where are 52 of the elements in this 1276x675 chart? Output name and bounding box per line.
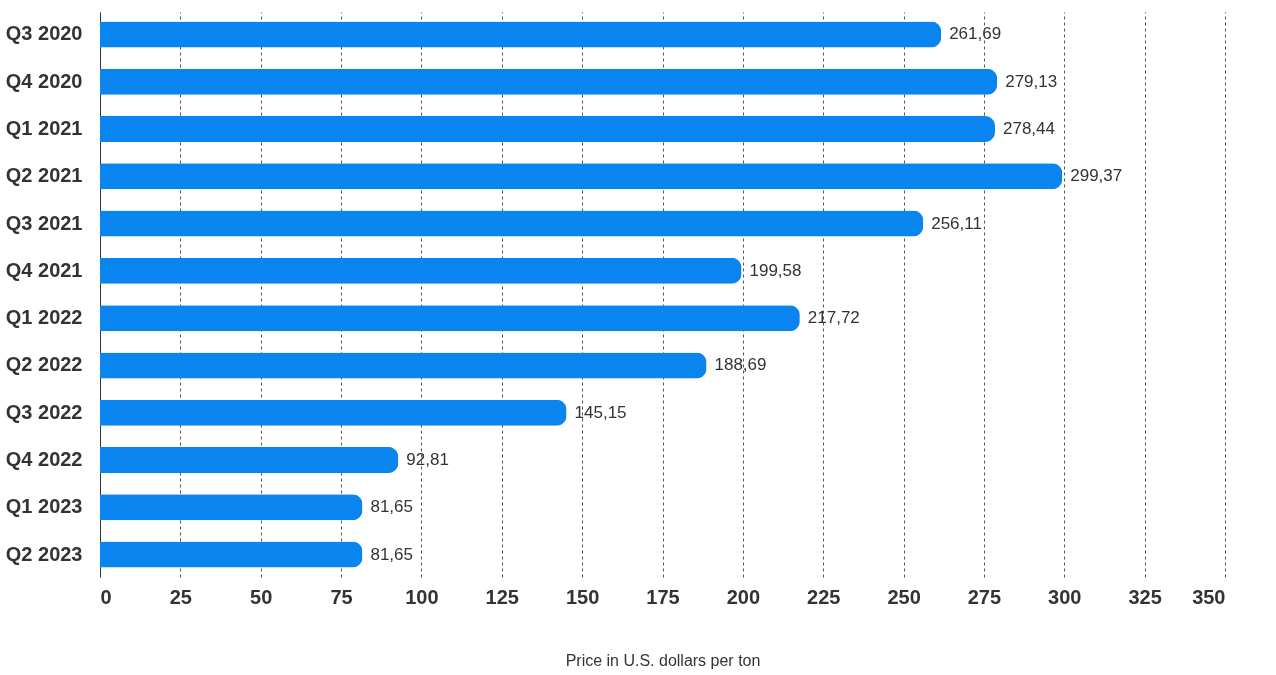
x-tick-label: 75 (330, 585, 353, 608)
x-tick-label: 150 (565, 585, 600, 608)
x-tick-label: 225 (807, 585, 841, 608)
bar (100, 305, 800, 332)
x-tick-label: 350 (1192, 585, 1226, 608)
data-label: 278,44 (1002, 119, 1055, 139)
y-tick-label: Q2 2023 (5, 542, 83, 565)
bar (100, 163, 1063, 190)
data-label: 81,65 (370, 544, 413, 564)
data-label: 217,72 (807, 308, 860, 328)
y-tick-label: Q4 2022 (5, 447, 83, 470)
bar (100, 210, 924, 237)
x-tick-label: 50 (250, 585, 273, 608)
y-tick-label: Q4 2021 (5, 258, 83, 281)
x-tick-label: 325 (1128, 585, 1162, 608)
x-tick-label: 175 (646, 585, 680, 608)
bar (100, 446, 399, 473)
data-label: 145,15 (574, 402, 627, 422)
data-label: 188,69 (714, 355, 767, 375)
y-tick-label: Q3 2021 (5, 211, 83, 234)
y-tick-label: Q3 2020 (5, 22, 83, 45)
y-tick-label: Q2 2021 (5, 164, 83, 187)
x-tick-label: 300 (1048, 585, 1082, 608)
y-tick-label: Q1 2023 (5, 495, 83, 518)
x-tick-label: 25 (169, 585, 192, 608)
x-axis-title: Price in U.S. dollars per ton (565, 651, 761, 669)
bar (100, 494, 363, 521)
data-label: 81,65 (370, 497, 413, 517)
data-label: 299,37 (1070, 166, 1123, 186)
y-tick-label: Q3 2022 (5, 400, 83, 423)
bar (100, 352, 707, 379)
bar (100, 399, 567, 426)
bar (100, 257, 742, 284)
x-tick-label: 250 (887, 585, 921, 608)
x-tick-label: 125 (485, 585, 519, 608)
x-tick-label: 275 (967, 585, 1002, 608)
y-tick-label: Q1 2021 (5, 117, 83, 140)
bar (100, 68, 998, 95)
data-label: 279,13 (1005, 71, 1058, 91)
y-tick-label: Q2 2022 (5, 353, 83, 376)
y-tick-label: Q1 2022 (5, 306, 83, 329)
bar (100, 541, 363, 568)
data-label: 92,81 (406, 449, 449, 469)
x-tick-label: 100 (405, 585, 439, 608)
data-label: 199,58 (749, 260, 802, 280)
bar (100, 21, 942, 48)
bar (100, 116, 995, 143)
data-label: 261,69 (949, 24, 1002, 44)
data-label: 256,11 (931, 213, 982, 233)
x-tick-label: 0 (100, 585, 112, 608)
y-tick-label: Q4 2020 (5, 69, 83, 92)
x-tick-label: 200 (726, 585, 761, 608)
